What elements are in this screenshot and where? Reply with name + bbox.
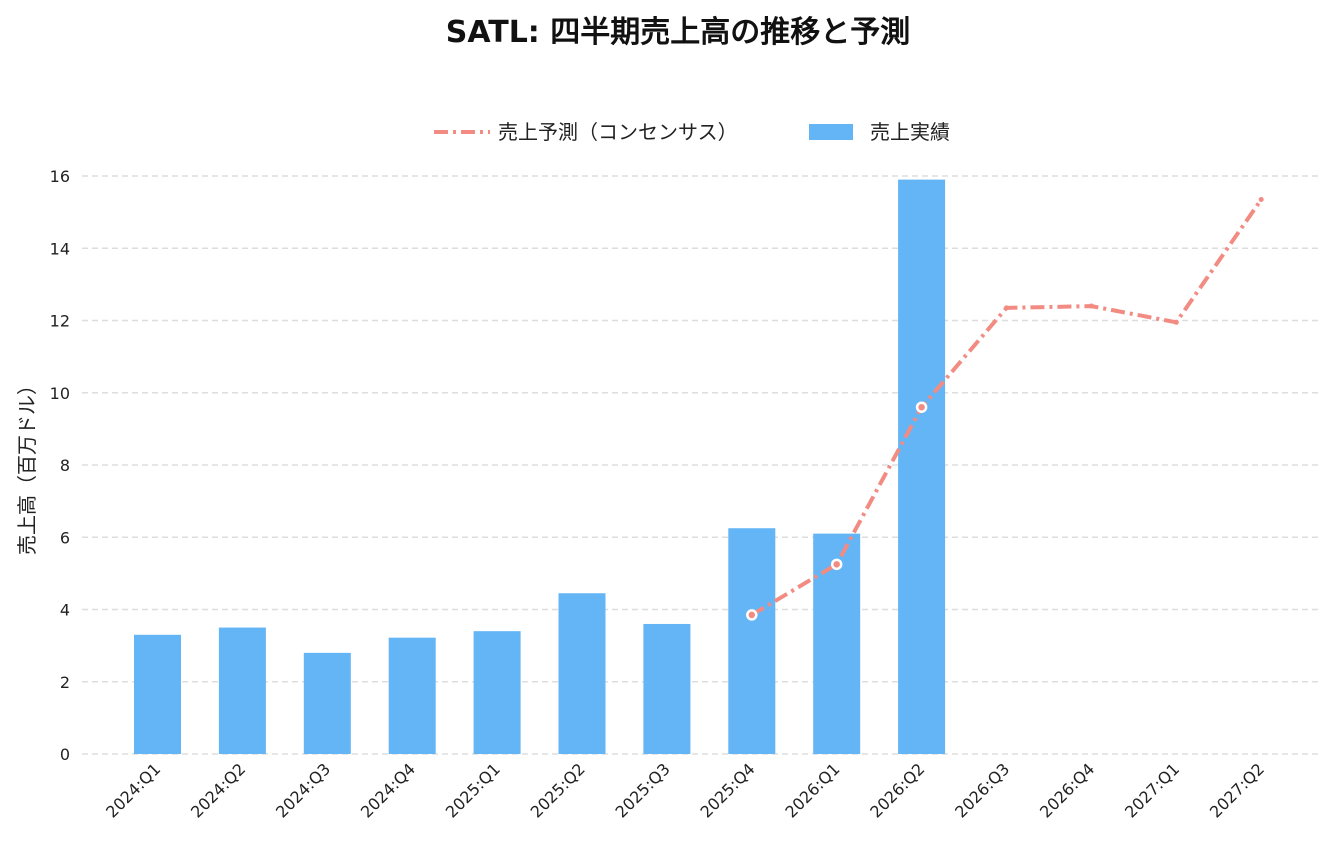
forecast-point	[830, 558, 843, 571]
x-tick-label: 2027:Q1	[1121, 759, 1183, 821]
x-tick-label: 2026:Q3	[951, 759, 1013, 821]
x-tick-label: 2026:Q2	[866, 759, 928, 821]
forecast-line	[746, 196, 1264, 621]
y-tick-label: 6	[60, 528, 70, 547]
x-tick-label: 2024:Q3	[272, 759, 334, 821]
x-tick-label: 2024:Q2	[187, 759, 249, 821]
bars	[134, 179, 946, 755]
x-tick-label: 2025:Q1	[442, 759, 504, 821]
legend: 売上予測（コンセンサス） 売上実績	[434, 120, 950, 144]
legend-label-actual: 売上実績	[870, 120, 950, 144]
chart-title: SATL: 四半期売上高の推移と予測	[446, 15, 911, 50]
y-tick-label: 0	[60, 745, 70, 764]
forecast-point	[1004, 305, 1009, 311]
x-tick-label: 2027:Q2	[1206, 759, 1268, 821]
y-tick-labels: 0 2 4 6 8 10 12 14 16	[50, 167, 70, 764]
y-tick-label: 16	[50, 167, 70, 186]
forecast-point	[1258, 196, 1264, 202]
x-tick-label: 2026:Q1	[781, 759, 843, 821]
x-tick-labels: 2024:Q1 2024:Q2 2024:Q3 2024:Q4 2025:Q1 2025:…	[102, 759, 1268, 821]
bar	[473, 631, 521, 754]
y-tick-label: 14	[50, 239, 70, 258]
bar	[388, 637, 436, 754]
x-tick-label: 2024:Q1	[102, 759, 164, 821]
y-tick-label: 12	[50, 312, 70, 331]
x-tick-label: 2025:Q4	[696, 759, 758, 821]
bar	[134, 634, 181, 754]
forecast-point	[746, 609, 758, 621]
y-tick-label: 8	[60, 456, 70, 475]
bar	[303, 652, 351, 754]
y-axis-label: 売上高（百万ドル）	[15, 375, 39, 555]
bar	[218, 627, 266, 754]
grid-layer	[82, 175, 1318, 755]
y-tick-label: 2	[60, 673, 70, 692]
forecast-point	[1088, 303, 1094, 309]
x-tick-label: 2024:Q4	[357, 759, 419, 821]
y-tick-label: 10	[50, 384, 70, 403]
bar	[558, 593, 606, 754]
x-tick-label: 2025:Q2	[527, 759, 589, 821]
bar	[813, 533, 861, 754]
bar	[728, 528, 776, 754]
x-tick-label: 2025:Q3	[612, 759, 674, 821]
legend-bar-swatch	[809, 124, 853, 140]
bar	[643, 623, 691, 754]
forecast-point	[915, 401, 928, 413]
legend-label-forecast: 売上予測（コンセンサス）	[498, 120, 738, 144]
y-tick-label: 4	[60, 601, 70, 620]
x-tick-label: 2026:Q4	[1036, 759, 1098, 821]
forecast-point	[1173, 319, 1179, 325]
bar	[898, 179, 946, 755]
